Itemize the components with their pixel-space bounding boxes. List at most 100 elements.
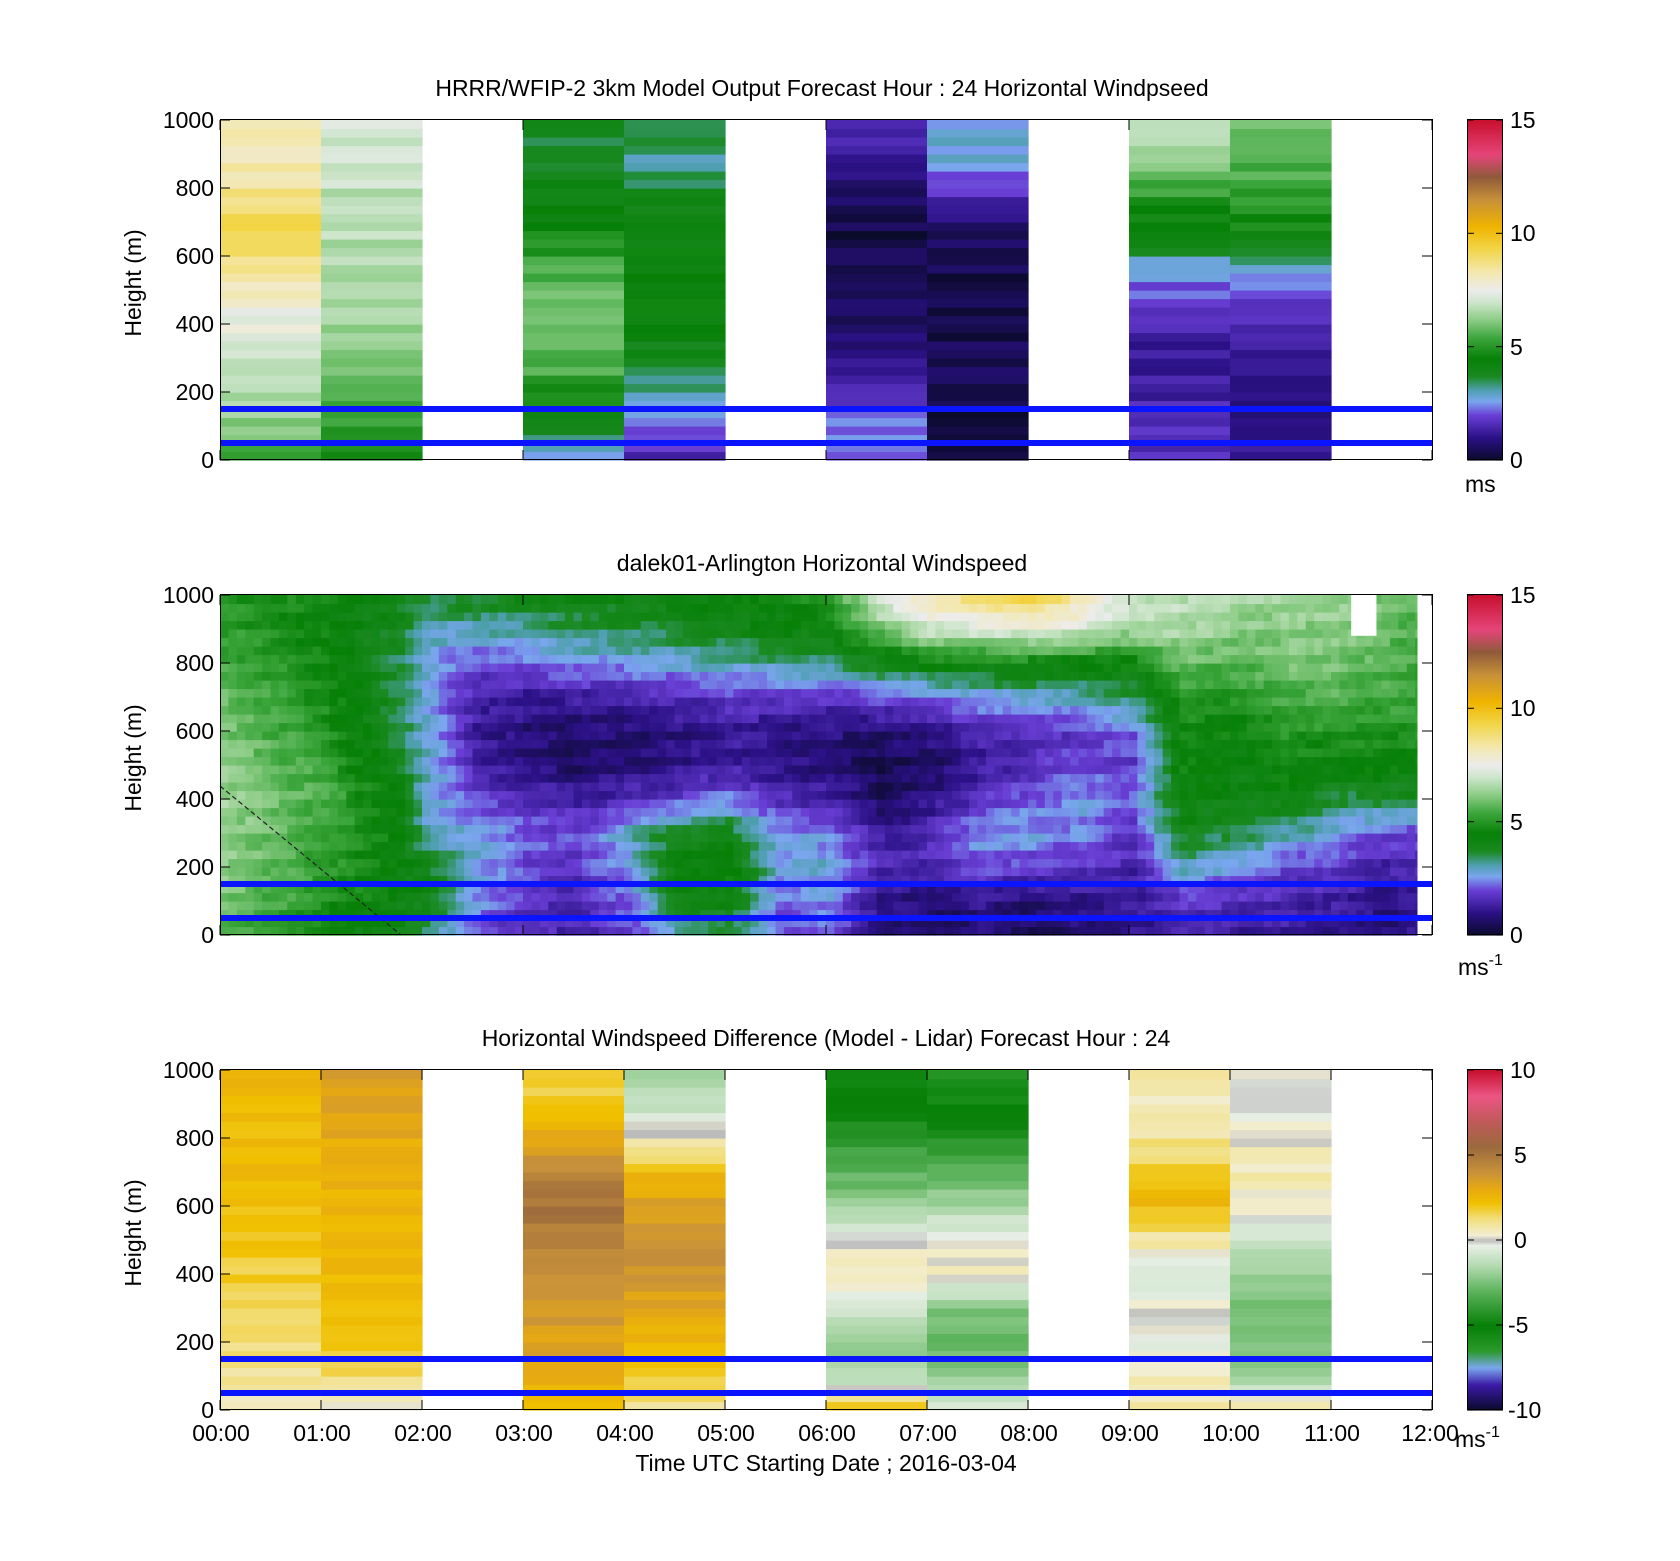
heatmap-cell [304,654,314,664]
heatmap-cell [1154,697,1164,707]
heatmap-cell [640,612,650,622]
heatmap-cell [918,680,928,690]
heatmap-cell [927,358,1029,368]
heatmap-cell [523,884,532,894]
heatmap-cell [220,324,322,334]
heatmap-cell [295,782,305,792]
colorbar-swatch [1468,392,1502,395]
heatmap-cell [371,646,381,656]
heatmap-cell [1154,773,1164,783]
heatmap-cell [1129,799,1138,809]
heatmap-cell [422,884,431,894]
heatmap-cell [472,697,482,707]
heatmap-cell [775,731,785,741]
heatmap-cell [447,697,457,707]
heatmap-cell [472,841,482,851]
heatmap-cell [1044,858,1054,868]
colorbar-swatch [1468,202,1502,205]
heatmap-cell [1154,858,1164,868]
heatmap-cell [337,663,347,673]
heatmap-cell [1145,680,1155,690]
heatmap-cell [388,663,398,673]
heatmap-cell [876,722,886,732]
heatmap-cell [497,782,507,792]
heatmap-cell [1036,595,1046,605]
heatmap-cell [531,909,541,919]
heatmap-cell [539,671,549,681]
heatmap-cell [1061,697,1071,707]
heatmap-cell [733,926,743,936]
heatmap-cell [413,824,423,834]
colorbar-swatch [1468,152,1502,155]
heatmap-cell [581,833,591,843]
heatmap-cell [363,705,373,715]
heatmap-cell [977,646,987,656]
heatmap-cell [1154,807,1164,817]
heatmap-cell [952,731,962,741]
heatmap-cell [649,892,659,902]
heatmap-cell [531,824,541,834]
heatmap-cell [363,688,373,698]
heatmap-cell [1078,841,1088,851]
heatmap-cell [767,731,777,741]
heatmap-cell [725,654,734,664]
heatmap-cell [354,799,364,809]
heatmap-cell [1145,756,1155,766]
heatmap-cell [388,705,398,715]
heatmap-cell [573,714,583,724]
heatmap-cell [556,773,566,783]
heatmap-cell [826,409,928,419]
heatmap-cell [228,688,238,698]
heatmap-cell [977,748,987,758]
heatmap-cell [228,782,238,792]
heatmap-cell [337,892,347,902]
heatmap-cell [783,595,793,605]
heatmap-cell [607,799,617,809]
heatmap-cell [708,824,718,834]
heatmap-cell [624,909,633,919]
heatmap-cell [489,782,499,792]
heatmap-cell [590,629,600,639]
heatmap-cell [506,875,516,885]
colorbar-swatch [1468,448,1502,451]
heatmap-cell [220,663,229,673]
heatmap-cell [1019,620,1029,630]
heatmap-cell [228,841,238,851]
heatmap-cell [674,595,684,605]
heatmap-cell [741,901,751,911]
heatmap-cell [523,128,625,138]
heatmap-cell [245,884,255,894]
heatmap-cell [1078,773,1088,783]
heatmap-cell [1028,595,1037,605]
heatmap-cell [1129,841,1138,851]
heatmap-cell [1145,782,1155,792]
colorbar-swatch [1468,168,1502,171]
heatmap-cell [640,739,650,749]
heatmap-cell [725,748,734,758]
heatmap-cell [615,790,625,800]
heatmap-cell [506,731,516,741]
heatmap-cell [775,714,785,724]
heatmap-cell [876,850,886,860]
heatmap-cell [952,841,962,851]
heatmap-cell [321,807,330,817]
heatmap-cell [220,196,322,206]
heatmap-cell [489,841,499,851]
heatmap-cell [312,807,322,817]
heatmap-cell [489,867,499,877]
heatmap-cell [321,264,423,274]
heatmap-cell [304,663,314,673]
heatmap-cell [337,765,347,775]
heatmap-cell [287,629,297,639]
heatmap-cell [413,680,423,690]
heatmap-cell [615,807,625,817]
heatmap-cell [472,867,482,877]
heatmap-cell [1011,629,1021,639]
heatmap-cell [556,714,566,724]
heatmap-cell [430,858,440,868]
heatmap-cell [287,705,297,715]
heatmap-cell [220,171,322,181]
heatmap-cell [220,765,229,775]
heatmap-cell [682,646,692,656]
heatmap-cell [893,790,903,800]
